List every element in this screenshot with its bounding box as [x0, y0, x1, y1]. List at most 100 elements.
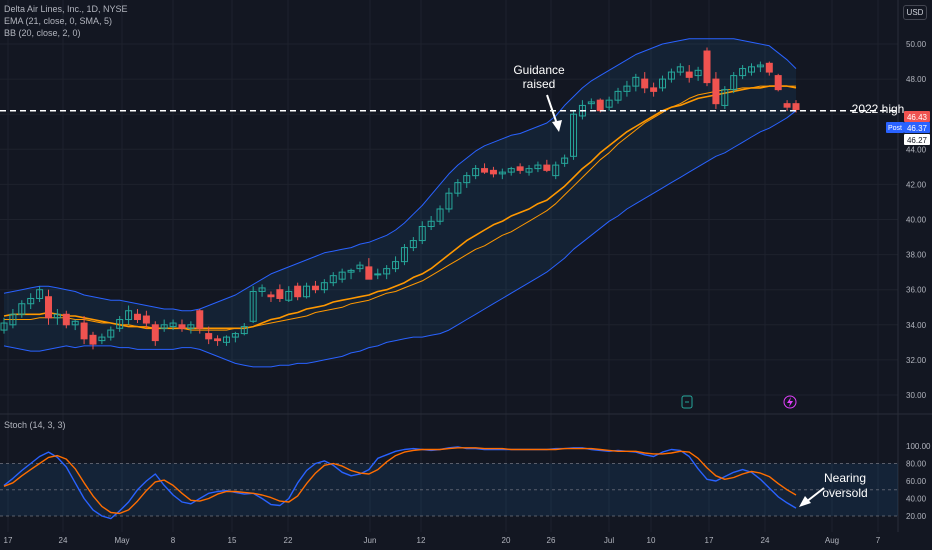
flash-icon-ring: [783, 395, 797, 409]
candle: [685, 65, 693, 83]
candle: [240, 323, 248, 336]
candle: [623, 80, 631, 97]
candle: [222, 335, 230, 346]
candle: [338, 268, 346, 283]
candle-body: [721, 89, 729, 106]
candle-body: [783, 103, 791, 108]
candle: [712, 72, 720, 109]
symbol-title[interactable]: Delta Air Lines, Inc., 1D, NYSE: [4, 4, 128, 14]
price-tick-label: 32.00: [906, 356, 927, 365]
candle: [516, 163, 524, 174]
label-oversold-line2: oversold: [822, 486, 867, 500]
candle-body: [62, 313, 70, 326]
candle: [214, 335, 222, 346]
candle-body: [623, 85, 631, 92]
flash-icon: [783, 395, 797, 409]
stoch-legend[interactable]: Stoch (14, 3, 3): [4, 420, 66, 430]
stoch-tick-label: 20.00: [906, 512, 927, 521]
candle-body: [214, 338, 222, 342]
candle: [570, 110, 578, 160]
candle: [614, 87, 622, 104]
time-tick-label: 24: [59, 536, 68, 545]
candle: [311, 280, 319, 294]
candle-body: [276, 289, 284, 299]
candle-body: [98, 336, 106, 342]
candle: [409, 237, 417, 252]
time-tick-label: 15: [228, 536, 237, 545]
candle-body: [525, 168, 533, 173]
price-tick-label: 34.00: [906, 321, 927, 330]
price-axis[interactable]: 30.00 32.00 34.00 36.00 38.00 40.00 42.00 44.00…: [886, 40, 931, 521]
candle: [418, 221, 426, 245]
flash-icon-bolt: [787, 397, 793, 407]
bb-legend[interactable]: BB (20, close, 2, 0): [4, 28, 81, 38]
post-price-tag: 46.37: [907, 124, 928, 133]
time-tick-label: 20: [502, 536, 511, 545]
candle-body: [516, 166, 524, 171]
post-price-tag-bg: [904, 122, 930, 133]
currency-button[interactable]: USD: [903, 5, 927, 20]
time-axis[interactable]: 17 24 May 8 15 22 Jun 12 20 26 Jul 10 17 24 Aug 7: [4, 536, 881, 545]
price-tick-label: 48.00: [906, 75, 927, 84]
candle-body: [489, 169, 497, 175]
candle-body: [338, 271, 346, 280]
candle: [561, 154, 569, 167]
candle: [258, 284, 266, 297]
candle: [721, 86, 729, 109]
candle-body: [27, 297, 35, 305]
label-guidance-line1: Guidance: [513, 63, 565, 77]
candle-body: [36, 289, 44, 299]
post-label: Post: [888, 125, 902, 132]
candle-body: [53, 313, 61, 319]
candle: [267, 291, 275, 302]
candle: [320, 279, 328, 294]
candle: [481, 163, 489, 174]
candle: [730, 72, 738, 94]
candle: [650, 82, 658, 97]
candle-body: [409, 240, 417, 249]
last-price-tag: 46.43: [907, 113, 928, 122]
time-tick-label: 17: [705, 536, 714, 545]
candle-body: [160, 324, 168, 329]
candle-body: [44, 296, 52, 319]
candle: [765, 61, 773, 76]
candle-body: [454, 182, 462, 194]
candle-body: [570, 113, 578, 157]
candle-body: [267, 294, 275, 298]
candle: [151, 321, 159, 346]
bollinger-fill: [4, 38, 796, 367]
candle-body: [481, 168, 489, 173]
candle-body: [543, 164, 551, 171]
candle: [0, 317, 8, 334]
candle: [445, 187, 453, 213]
last-price-tag-bg: [904, 111, 930, 122]
candle: [605, 96, 613, 111]
price-tick-label: 42.00: [906, 180, 927, 189]
candle: [276, 284, 284, 302]
candle: [356, 261, 364, 273]
stoch-d-line: [3, 447, 797, 515]
candle: [400, 244, 408, 266]
candle: [694, 66, 702, 81]
time-tick-label: 10: [647, 536, 656, 545]
candles: [0, 47, 800, 350]
time-tick-label: 26: [547, 536, 556, 545]
candle: [347, 268, 355, 280]
candle-body: [694, 69, 702, 77]
candle-body: [552, 164, 560, 177]
candle-body: [205, 333, 213, 340]
ema-legend[interactable]: EMA (21, close, 0, SMA, 5): [4, 16, 113, 26]
candle: [205, 326, 213, 345]
stoch-tick-label: 60.00: [906, 477, 927, 486]
candle: [71, 319, 79, 331]
candle-body: [133, 313, 141, 321]
candle-body: [240, 326, 248, 335]
candle: [374, 268, 382, 280]
candle-body: [534, 164, 542, 170]
candle-body: [18, 303, 26, 315]
stoch-tick-label: 100.00: [906, 442, 931, 451]
candle: [231, 331, 239, 343]
candle-body: [258, 287, 266, 292]
candle: [667, 68, 675, 83]
